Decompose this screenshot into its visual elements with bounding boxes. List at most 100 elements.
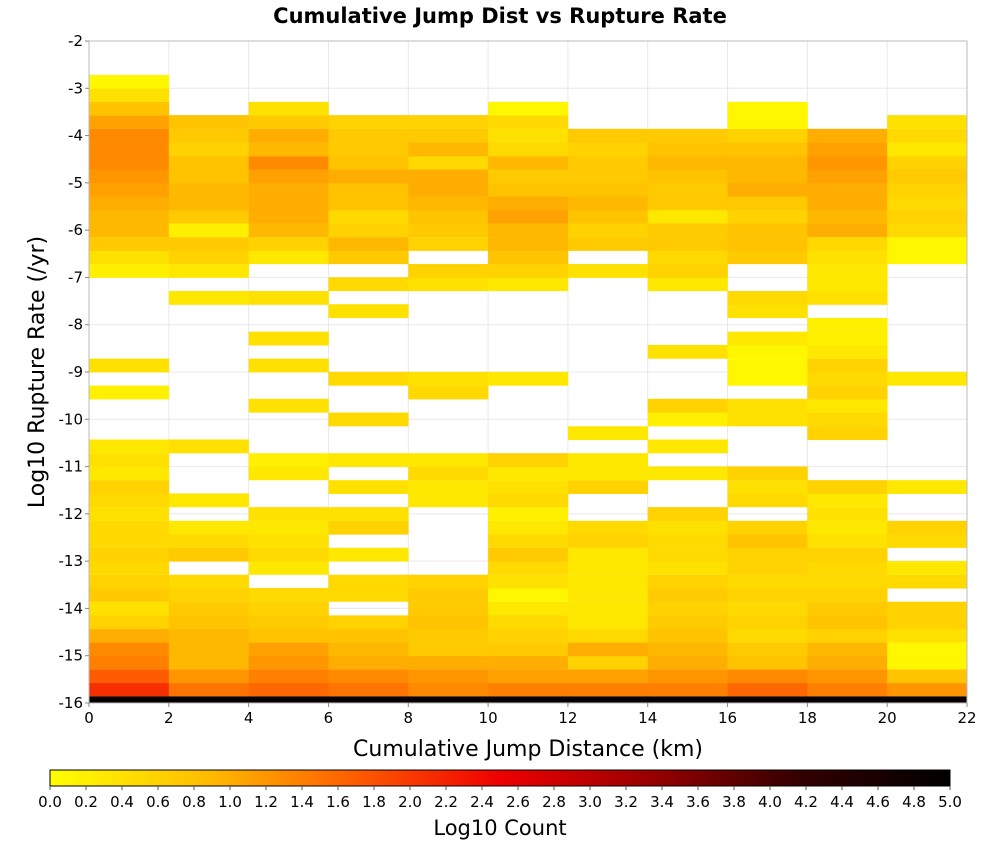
heatmap-cell — [567, 209, 649, 224]
heatmap-cell — [727, 642, 808, 657]
heatmap-cell — [89, 264, 170, 278]
y-tick-label: -14 — [59, 599, 84, 617]
heatmap-cell — [89, 561, 170, 575]
heatmap-cell — [89, 655, 170, 670]
heatmap-cell — [647, 547, 728, 562]
colorbar-tick-label: 1.8 — [362, 793, 386, 811]
heatmap-cell — [647, 155, 728, 170]
heatmap-cell — [488, 237, 569, 251]
heatmap-cell — [168, 291, 249, 305]
heatmap-cell — [248, 128, 329, 143]
heatmap-cell — [887, 615, 968, 630]
heatmap-cell — [89, 466, 170, 481]
heatmap-cell — [807, 142, 888, 157]
heatmap-cell — [807, 331, 888, 346]
heatmap-cell — [807, 615, 888, 630]
heatmap-cell — [727, 547, 808, 562]
heatmap-cell — [807, 547, 888, 562]
heatmap-cell — [328, 655, 409, 670]
heatmap-cell — [248, 466, 329, 481]
heatmap-cell — [807, 480, 888, 494]
heatmap-cell — [89, 493, 170, 508]
x-tick-label: 20 — [878, 709, 897, 727]
heatmap-cell — [328, 669, 409, 684]
x-tick-label: 8 — [403, 709, 413, 727]
heatmap-cell — [408, 574, 489, 589]
heatmap-cell — [807, 628, 888, 643]
heatmap-cell — [807, 264, 888, 278]
y-tick-label: -7 — [68, 268, 83, 286]
heatmap-cell — [408, 169, 489, 184]
heatmap-cell — [408, 615, 489, 630]
heatmap-cell — [168, 439, 249, 454]
heatmap-cell — [488, 696, 569, 704]
heatmap-cell — [807, 182, 888, 197]
heatmap-cell — [727, 155, 808, 170]
heatmap-cell — [89, 547, 170, 562]
colorbar-tick-label: 0.0 — [38, 793, 62, 811]
heatmap-cell — [328, 628, 409, 643]
heatmap-cell — [727, 669, 808, 684]
heatmap-cell — [727, 587, 808, 602]
heatmap-cell — [647, 237, 728, 251]
y-tick-label: -13 — [59, 552, 84, 570]
heatmap-cell — [647, 412, 728, 427]
x-tick-label: 4 — [244, 709, 254, 727]
heatmap-cell — [647, 182, 728, 197]
heatmap-cell — [887, 574, 968, 589]
heatmap-cell — [647, 264, 728, 278]
heatmap-cell — [328, 155, 409, 170]
x-tick-label: 2 — [164, 709, 174, 727]
heatmap-cell — [807, 655, 888, 670]
heatmap-cell — [488, 277, 569, 292]
heatmap-cell — [647, 520, 728, 535]
heatmap-cell — [647, 398, 728, 413]
y-tick-label: -5 — [68, 174, 83, 192]
colorbar-tick-label: 4.6 — [866, 793, 890, 811]
x-tick-label: 22 — [957, 709, 976, 727]
heatmap-cell — [168, 223, 249, 238]
heatmap-cell — [248, 601, 329, 616]
heatmap-cell — [807, 209, 888, 224]
heatmap-cell — [89, 358, 170, 373]
colorbar-tick-label: 2.8 — [542, 793, 566, 811]
heatmap-cell — [887, 128, 968, 143]
heatmap-cell — [647, 561, 728, 575]
heatmap-cell — [168, 534, 249, 548]
heatmap-cell — [168, 155, 249, 170]
heatmap-cell — [328, 587, 409, 602]
heatmap-cell — [807, 317, 888, 332]
colorbar-ticks: 0.0 0.2 0.4 0.6 0.8 1.0 1.2 1.4 1.6 1.8 2.0 2.2 2.4 2… — [38, 786, 962, 811]
heatmap-cell — [807, 426, 888, 441]
heatmap-cell — [248, 561, 329, 575]
y-tick-label: -6 — [68, 221, 83, 239]
heatmap-cell — [328, 304, 409, 319]
heatmap-cell — [647, 196, 728, 211]
heatmap-cell — [408, 628, 489, 643]
heatmap-cell — [488, 182, 569, 197]
heatmap-cell — [647, 439, 728, 454]
heatmap-cell — [488, 453, 569, 468]
heatmap-cell — [248, 358, 329, 373]
heatmap-cell — [89, 682, 170, 697]
heatmap-cell — [248, 615, 329, 630]
heatmap-cell — [887, 371, 968, 386]
heatmap-cell — [328, 237, 409, 251]
heatmap-cell — [647, 615, 728, 630]
heatmap-cell — [328, 128, 409, 143]
heatmap-cell — [567, 128, 649, 143]
heatmap-cell — [89, 534, 170, 548]
heatmap-cell — [488, 615, 569, 630]
heatmap-cell — [647, 223, 728, 238]
colorbar-tick-label: 2.4 — [470, 793, 494, 811]
x-tick-label: 6 — [324, 709, 334, 727]
heatmap-cell — [567, 642, 649, 657]
heatmap-cell — [807, 534, 888, 548]
heatmap-cell — [567, 426, 649, 441]
heatmap-cell — [168, 493, 249, 508]
heatmap-cell — [248, 507, 329, 521]
heatmap-cell — [727, 237, 808, 251]
heatmap-cell — [727, 128, 808, 143]
heatmap-cell — [168, 128, 249, 143]
heatmap-cell — [727, 331, 808, 346]
